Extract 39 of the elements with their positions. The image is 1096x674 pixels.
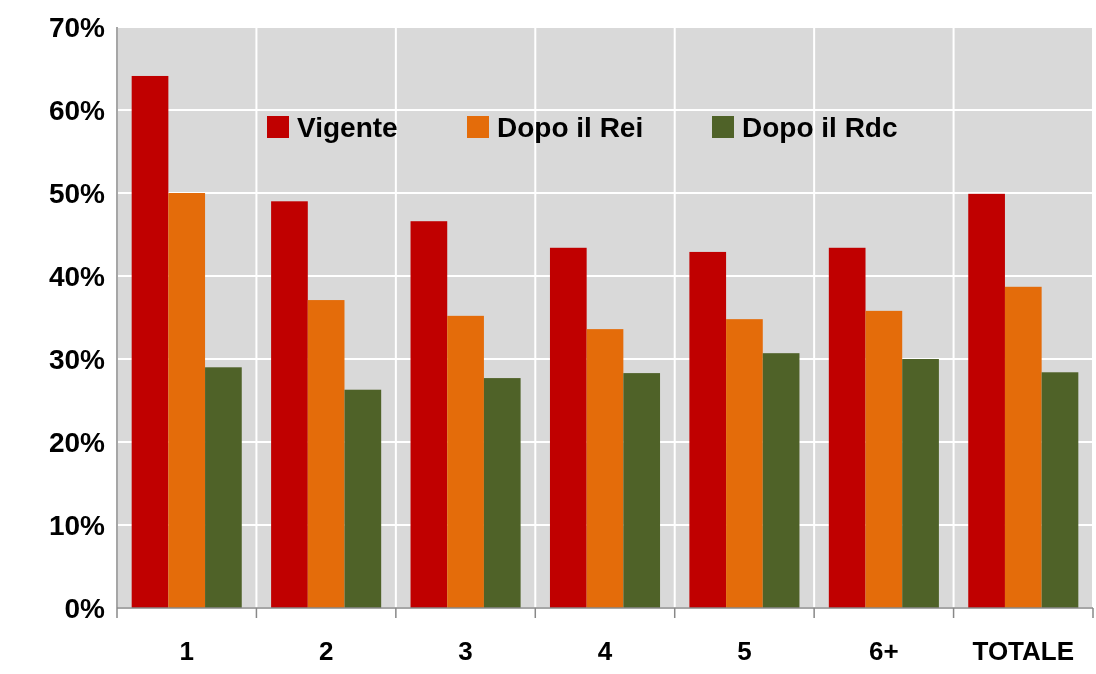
- bar: [168, 193, 206, 608]
- bar: [205, 367, 242, 608]
- x-tick-label: TOTALE: [972, 636, 1075, 666]
- legend-label: Vigente: [297, 111, 398, 143]
- y-tick-label: 10%: [48, 509, 106, 541]
- bar: [549, 247, 587, 608]
- bar: [447, 315, 484, 608]
- legend-label: Dopo il Rdc: [742, 111, 898, 143]
- bar: [1041, 372, 1079, 608]
- y-tick-label: 70%: [48, 11, 106, 43]
- y-tick-label: 60%: [48, 94, 106, 126]
- bar: [762, 353, 800, 608]
- bar: [902, 359, 939, 608]
- bar: [586, 329, 624, 608]
- legend-label: Dopo il Rei: [497, 111, 644, 143]
- bar: [483, 378, 521, 608]
- y-tick-label: 50%: [48, 177, 106, 209]
- y-tick-label: 20%: [48, 426, 106, 458]
- bar: [131, 75, 169, 608]
- bar: [623, 373, 661, 608]
- bar: [307, 300, 345, 608]
- y-tick-label: 40%: [48, 260, 106, 292]
- x-tick-label: 2: [318, 636, 334, 666]
- bar: [410, 221, 448, 608]
- y-tick-label: 0%: [64, 592, 106, 624]
- bar: [828, 247, 866, 608]
- bar: [726, 319, 763, 608]
- bar: [865, 310, 903, 608]
- bar: [968, 193, 1005, 608]
- bar: [271, 201, 308, 608]
- y-tick-label: 30%: [48, 343, 106, 375]
- x-tick-label: 6+: [869, 636, 899, 666]
- x-tick-label: 4: [597, 636, 613, 666]
- bar: [689, 251, 727, 608]
- bar: [344, 389, 382, 608]
- x-tick-label: 5: [737, 636, 752, 666]
- x-tick-label: 1: [179, 636, 194, 666]
- bar: [1004, 286, 1042, 608]
- x-tick-label: 3: [458, 636, 473, 666]
